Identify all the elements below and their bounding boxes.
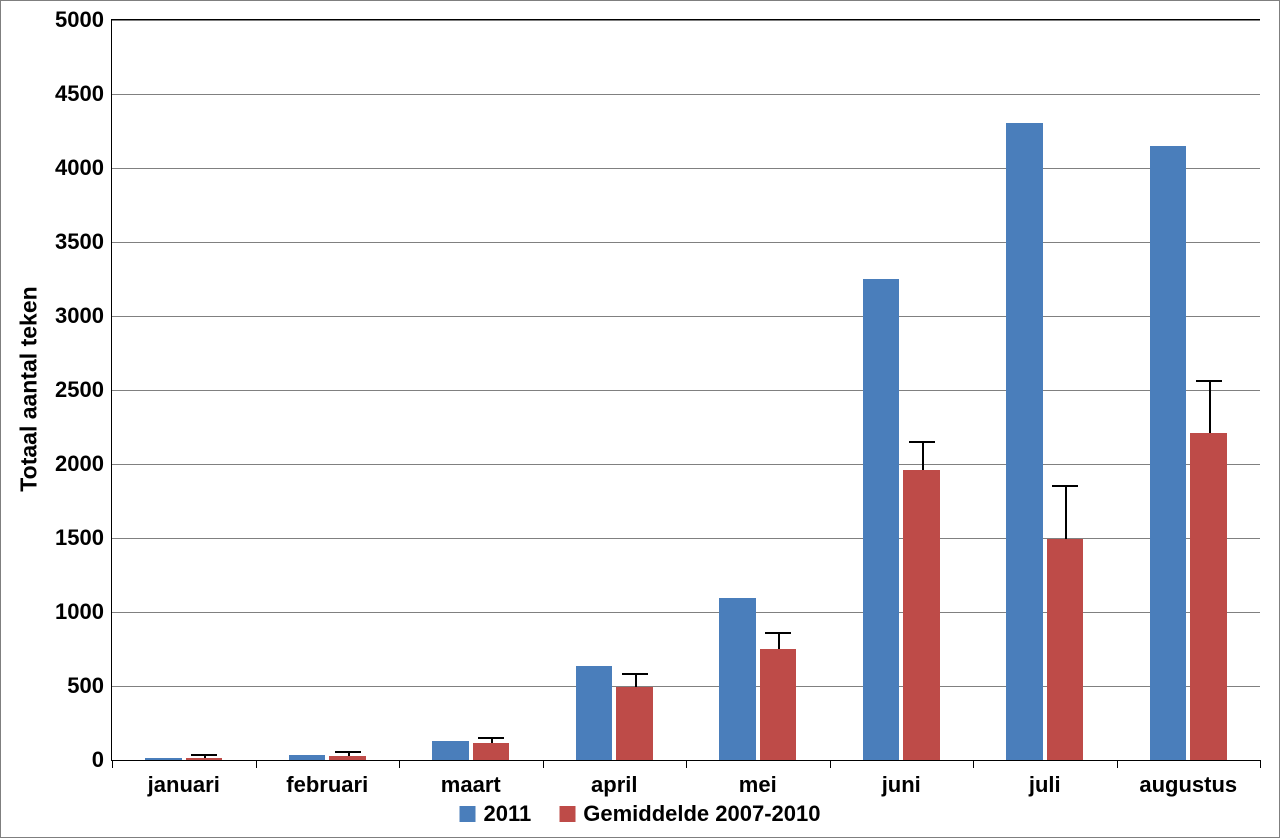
bar — [576, 666, 613, 760]
error-bar — [922, 443, 924, 470]
error-bar — [348, 753, 350, 756]
y-tick-label: 0 — [92, 747, 112, 773]
legend: 2011 Gemiddelde 2007-2010 — [460, 801, 821, 827]
y-tick-label: 500 — [67, 673, 112, 699]
y-tick-label: 4500 — [55, 81, 112, 107]
grid-line — [112, 20, 1260, 21]
bar — [145, 758, 182, 760]
plot-area: 0500100015002000250030003500400045005000… — [111, 19, 1260, 761]
error-bar — [204, 756, 206, 758]
legend-item: 2011 — [460, 801, 532, 827]
bar — [1150, 146, 1187, 760]
error-bar — [778, 634, 780, 649]
grid-line — [112, 168, 1260, 169]
grid-line — [112, 390, 1260, 391]
legend-item: Gemiddelde 2007-2010 — [559, 801, 820, 827]
bar — [329, 756, 366, 760]
error-cap — [335, 751, 361, 753]
error-cap — [478, 737, 504, 739]
grid-line — [112, 242, 1260, 243]
y-tick-label: 3500 — [55, 229, 112, 255]
x-tick-label: februari — [286, 760, 368, 798]
x-tick-label: augustus — [1139, 760, 1237, 798]
x-tick — [399, 760, 400, 768]
x-tick — [1260, 760, 1261, 768]
error-cap — [622, 673, 648, 675]
bar — [719, 598, 756, 760]
bar — [760, 649, 797, 760]
x-tick — [973, 760, 974, 768]
bar — [1006, 123, 1043, 760]
x-tick-label: juni — [882, 760, 921, 798]
x-tick-label: april — [591, 760, 637, 798]
bar — [473, 743, 510, 760]
y-tick-label: 2500 — [55, 377, 112, 403]
error-bar — [635, 675, 637, 688]
bar — [1047, 539, 1084, 760]
x-tick-label: januari — [148, 760, 220, 798]
bar — [616, 687, 653, 760]
bar — [863, 279, 900, 760]
error-bar — [1065, 487, 1067, 539]
grid-line — [112, 612, 1260, 613]
y-tick-label: 4000 — [55, 155, 112, 181]
bar — [432, 741, 469, 760]
x-tick-label: mei — [739, 760, 777, 798]
x-tick — [112, 760, 113, 768]
y-axis-title: Totaal aantal teken — [16, 286, 43, 491]
error-cap — [765, 632, 791, 634]
grid-line — [112, 538, 1260, 539]
y-tick-label: 5000 — [55, 7, 112, 33]
bar — [1190, 433, 1227, 760]
grid-line — [112, 464, 1260, 465]
y-tick-label: 2000 — [55, 451, 112, 477]
x-tick — [686, 760, 687, 768]
x-tick — [256, 760, 257, 768]
grid-line — [112, 94, 1260, 95]
bar — [289, 755, 326, 760]
x-tick-label: juli — [1029, 760, 1061, 798]
x-tick-label: maart — [441, 760, 501, 798]
bar — [903, 470, 940, 760]
x-tick — [543, 760, 544, 768]
y-tick-label: 1500 — [55, 525, 112, 551]
grid-line — [112, 316, 1260, 317]
bar — [186, 758, 223, 760]
error-cap — [1196, 380, 1222, 382]
legend-swatch — [460, 806, 476, 822]
y-tick-label: 1000 — [55, 599, 112, 625]
grid-line — [112, 686, 1260, 687]
error-cap — [1052, 485, 1078, 487]
error-cap — [909, 441, 935, 443]
error-bar — [1209, 382, 1211, 433]
error-cap — [191, 754, 217, 756]
legend-label: Gemiddelde 2007-2010 — [583, 801, 820, 827]
legend-swatch — [559, 806, 575, 822]
x-tick — [1117, 760, 1118, 768]
x-tick — [830, 760, 831, 768]
chart-frame: 0 500 1000 1500 2000 2500 3000 3500 4000 4500 5000… — [0, 0, 1280, 838]
y-tick-label: 3000 — [55, 303, 112, 329]
legend-label: 2011 — [484, 801, 532, 827]
error-bar — [491, 739, 493, 743]
